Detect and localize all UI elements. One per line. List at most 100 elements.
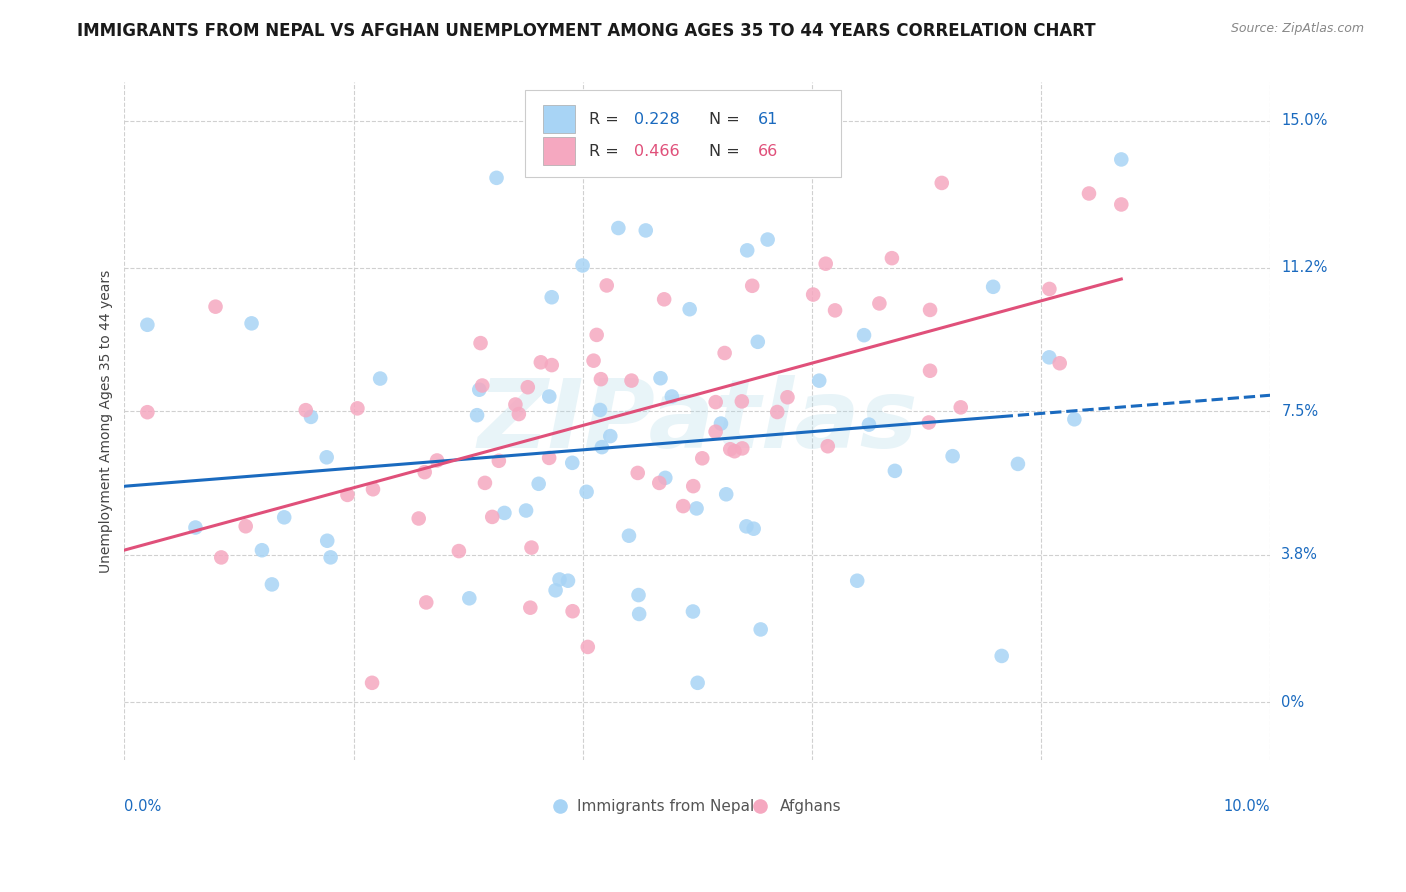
Point <box>299 409 322 424</box>
Point <box>654 471 676 485</box>
Point <box>682 605 704 619</box>
Point <box>1063 412 1085 426</box>
Text: ZIPatlas: ZIPatlas <box>477 375 918 467</box>
Text: R =: R = <box>589 112 623 127</box>
Point <box>731 442 754 456</box>
Point <box>672 499 695 513</box>
Point <box>652 293 675 307</box>
Point <box>447 544 470 558</box>
Point <box>458 591 481 606</box>
Point <box>716 487 738 501</box>
Point <box>617 529 640 543</box>
Point <box>686 675 709 690</box>
Point <box>538 390 561 404</box>
Point <box>136 318 159 332</box>
Point <box>718 442 741 457</box>
Text: IMMIGRANTS FROM NEPAL VS AFGHAN UNEMPLOYMENT AMONG AGES 35 TO 44 YEARS CORRELATI: IMMIGRANTS FROM NEPAL VS AFGHAN UNEMPLOY… <box>77 22 1095 40</box>
Text: N =: N = <box>709 112 745 127</box>
Point <box>627 588 650 602</box>
Point <box>814 257 837 271</box>
Point <box>346 401 368 416</box>
Point <box>824 303 846 318</box>
Point <box>540 358 562 372</box>
Text: 0.228: 0.228 <box>634 112 681 127</box>
Point <box>413 465 436 479</box>
Text: 61: 61 <box>758 112 779 127</box>
Point <box>627 466 650 480</box>
Point <box>1038 351 1060 365</box>
Text: 7.5%: 7.5% <box>1281 404 1319 419</box>
Point <box>776 390 799 404</box>
Point <box>741 278 763 293</box>
Point <box>620 374 643 388</box>
Point <box>704 395 727 409</box>
Point <box>576 640 599 654</box>
Point <box>942 449 965 463</box>
Point <box>561 604 583 618</box>
Point <box>735 244 758 258</box>
Point <box>661 389 683 403</box>
Point <box>260 577 283 591</box>
Point <box>538 450 561 465</box>
Point <box>949 401 972 415</box>
Point <box>596 278 619 293</box>
Point <box>918 416 941 430</box>
Point <box>1038 282 1060 296</box>
Point <box>557 574 579 588</box>
Point <box>817 439 839 453</box>
Point <box>858 417 880 432</box>
Point <box>918 364 941 378</box>
Point <box>585 327 607 342</box>
Point <box>426 453 449 467</box>
Point <box>747 334 769 349</box>
Point <box>571 259 593 273</box>
Point <box>415 595 437 609</box>
Point <box>515 503 537 517</box>
Point <box>508 407 530 421</box>
Point <box>749 623 772 637</box>
Point <box>981 280 1004 294</box>
Point <box>250 543 273 558</box>
Point <box>723 444 745 458</box>
Point <box>1111 197 1133 211</box>
Point <box>156 698 179 712</box>
Point <box>766 405 789 419</box>
Point <box>471 378 494 392</box>
Y-axis label: Unemployment Among Ages 35 to 44 years: Unemployment Among Ages 35 to 44 years <box>100 269 114 573</box>
Point <box>742 522 765 536</box>
Point <box>540 290 562 304</box>
Point <box>336 488 359 502</box>
Text: R =: R = <box>589 144 623 159</box>
Point <box>468 383 491 397</box>
Point <box>294 403 316 417</box>
Text: 3.8%: 3.8% <box>1281 548 1319 562</box>
Point <box>713 346 735 360</box>
Point <box>544 583 567 598</box>
Point <box>710 417 733 431</box>
Point <box>184 520 207 534</box>
Point <box>520 541 543 555</box>
Point <box>589 372 612 386</box>
Text: Source: ZipAtlas.com: Source: ZipAtlas.com <box>1230 22 1364 36</box>
Point <box>316 533 339 548</box>
Point <box>561 456 583 470</box>
Point <box>527 476 550 491</box>
Point <box>136 405 159 419</box>
Text: 0.466: 0.466 <box>634 144 681 159</box>
Text: N =: N = <box>709 144 745 159</box>
Point <box>1049 356 1071 370</box>
Point <box>235 519 257 533</box>
Point <box>488 454 510 468</box>
Point <box>505 397 527 411</box>
Point <box>918 302 941 317</box>
Point <box>1111 153 1133 167</box>
Point <box>599 429 621 443</box>
Point <box>808 374 831 388</box>
Point <box>801 287 824 301</box>
Point <box>470 336 492 351</box>
Point <box>682 479 704 493</box>
Point <box>530 355 553 369</box>
Text: 15.0%: 15.0% <box>1281 113 1327 128</box>
Point <box>731 394 754 409</box>
Point <box>240 317 263 331</box>
